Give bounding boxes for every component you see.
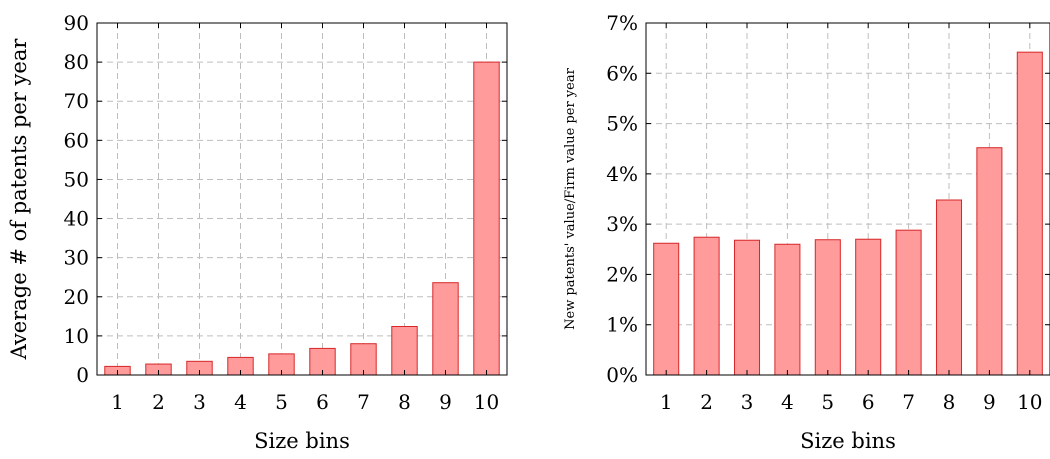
bar-10 bbox=[1016, 51, 1043, 376]
x-tick-label: 1 bbox=[111, 390, 124, 414]
x-tick-label: 2 bbox=[700, 390, 713, 414]
x-tick-label: 4 bbox=[234, 390, 247, 414]
x-tick-label: 8 bbox=[943, 390, 956, 414]
bar-7 bbox=[895, 229, 922, 376]
y-axis-title: New patents' value/Firm value per year bbox=[563, 67, 578, 329]
x-axis-title: Size bins bbox=[800, 429, 896, 453]
y-tick-label: 3% bbox=[606, 212, 638, 236]
y-tick-label: 60 bbox=[64, 128, 89, 152]
x-tick-label: 3 bbox=[193, 390, 206, 414]
x-tick-label: 7 bbox=[357, 390, 370, 414]
bar-3 bbox=[733, 239, 761, 376]
bar-2 bbox=[693, 236, 720, 376]
x-tick-label: 9 bbox=[439, 390, 452, 414]
bar-6 bbox=[855, 238, 882, 376]
x-tick-label: 2 bbox=[152, 390, 165, 414]
x-tick-label: 9 bbox=[983, 390, 996, 414]
bar-1 bbox=[653, 242, 680, 376]
plot-frame bbox=[645, 22, 1050, 376]
y-tick-label: 70 bbox=[64, 89, 89, 113]
x-tick-label: 8 bbox=[398, 390, 411, 414]
bar-7 bbox=[350, 343, 377, 376]
y-tick-label: 30 bbox=[64, 246, 89, 270]
x-tick-label: 3 bbox=[741, 390, 754, 414]
y-tick-label: 4% bbox=[606, 162, 638, 186]
bar-8 bbox=[391, 326, 418, 376]
plot-frame bbox=[96, 22, 508, 376]
y-tick-label: 0% bbox=[606, 363, 638, 387]
bar-9 bbox=[976, 147, 1003, 376]
bar-10 bbox=[473, 61, 500, 376]
y-tick-label: 10 bbox=[64, 324, 89, 348]
chart-left: 0 10 20 30 40 50 60 70 80 90 1 2 3 4 5 6 7 8 9 10 Size bins A… bbox=[7, 11, 508, 453]
bar-4 bbox=[774, 243, 801, 376]
chart-right: 0% 1% 2% 3% 4% 5% 6% 7% 1 2 3 4 5 6 7 8 9 10 Size bins New … bbox=[563, 11, 1050, 453]
x-tick-label: 10 bbox=[474, 390, 499, 414]
y-tick-label: 40 bbox=[64, 207, 89, 231]
y-tick-label: 20 bbox=[64, 285, 89, 309]
y-tick-label: 2% bbox=[606, 262, 638, 286]
y-axis-title: Average # of patents per year bbox=[7, 38, 31, 361]
y-tick-label: 50 bbox=[64, 167, 89, 191]
y-tick-label: 5% bbox=[606, 112, 638, 136]
y-tick-label: 80 bbox=[64, 50, 89, 74]
x-tick-label: 6 bbox=[862, 390, 875, 414]
y-tick-label: 0 bbox=[76, 363, 89, 387]
x-tick-label: 10 bbox=[1017, 390, 1042, 414]
y-tick-label: 6% bbox=[606, 61, 638, 85]
bar-5 bbox=[814, 239, 841, 376]
y-tick-label: 7% bbox=[606, 11, 638, 35]
y-tick-label: 1% bbox=[606, 313, 638, 337]
bar-9 bbox=[432, 282, 459, 376]
x-tick-label: 7 bbox=[902, 390, 915, 414]
x-tick-label: 1 bbox=[660, 390, 673, 414]
bar-8 bbox=[935, 199, 963, 376]
x-axis-title: Size bins bbox=[254, 429, 350, 453]
x-tick-label: 4 bbox=[781, 390, 794, 414]
x-tick-label: 6 bbox=[316, 390, 329, 414]
x-tick-label: 5 bbox=[275, 390, 288, 414]
x-tick-label: 5 bbox=[821, 390, 834, 414]
y-tick-label: 90 bbox=[64, 11, 89, 35]
